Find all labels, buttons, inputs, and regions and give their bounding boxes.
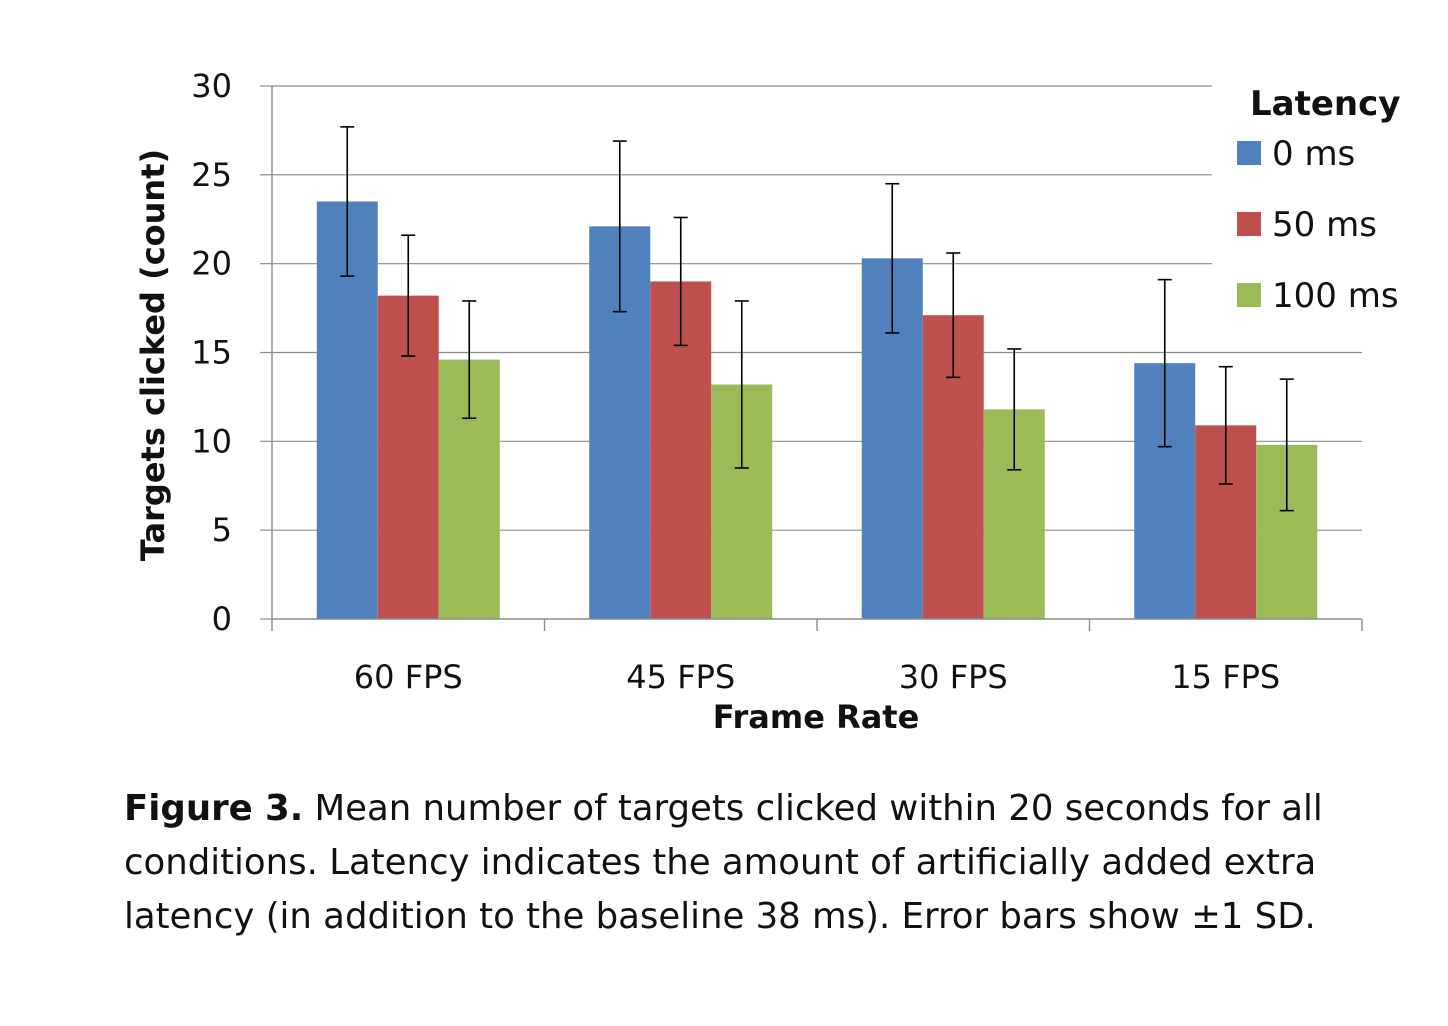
axes: [260, 85, 1363, 631]
legend-title: Latency: [1250, 84, 1400, 124]
legend-label: 100 ms: [1272, 276, 1399, 316]
y-tick-label: 30: [191, 67, 232, 105]
bars: [316, 201, 1318, 619]
x-tick-label: 30 FPS: [899, 658, 1008, 696]
legend-swatch: [1237, 283, 1261, 307]
x-tick-label: 15 FPS: [1171, 658, 1280, 696]
y-tick-label: 0: [212, 600, 232, 638]
y-tick-label: 20: [191, 245, 232, 283]
legend: Latency 0 ms 50 ms 100 ms: [1237, 84, 1400, 316]
figure-caption: Figure 3. Mean number of targets clicked…: [124, 782, 1384, 944]
y-axis-title: Targets clicked (count): [134, 149, 172, 561]
y-tick-label: 15: [191, 334, 232, 372]
legend-swatch: [1237, 141, 1261, 165]
y-tick-label: 5: [212, 511, 232, 549]
x-axis-title: Frame Rate: [713, 698, 920, 736]
y-tick-label: 10: [191, 422, 232, 460]
legend-label: 50 ms: [1272, 205, 1377, 245]
bar-chart: 0 5 10 15 20 25 30 60 FPS 45 FPS 30 FPS 15 FPS Ta…: [134, 67, 1400, 736]
y-tick-label: 25: [191, 156, 232, 194]
legend-label: 0 ms: [1272, 134, 1355, 174]
error-bars: [340, 126, 1294, 512]
caption-label: Figure 3.: [124, 788, 304, 829]
caption-text: Mean number of targets clicked within 20…: [124, 788, 1323, 937]
legend-swatch: [1237, 212, 1261, 236]
x-tick-label: 45 FPS: [626, 658, 735, 696]
x-tick-label: 60 FPS: [354, 658, 463, 696]
y-tick-labels: 0 5 10 15 20 25 30: [191, 67, 232, 638]
x-tick-labels: 60 FPS 45 FPS 30 FPS 15 FPS: [354, 658, 1280, 696]
